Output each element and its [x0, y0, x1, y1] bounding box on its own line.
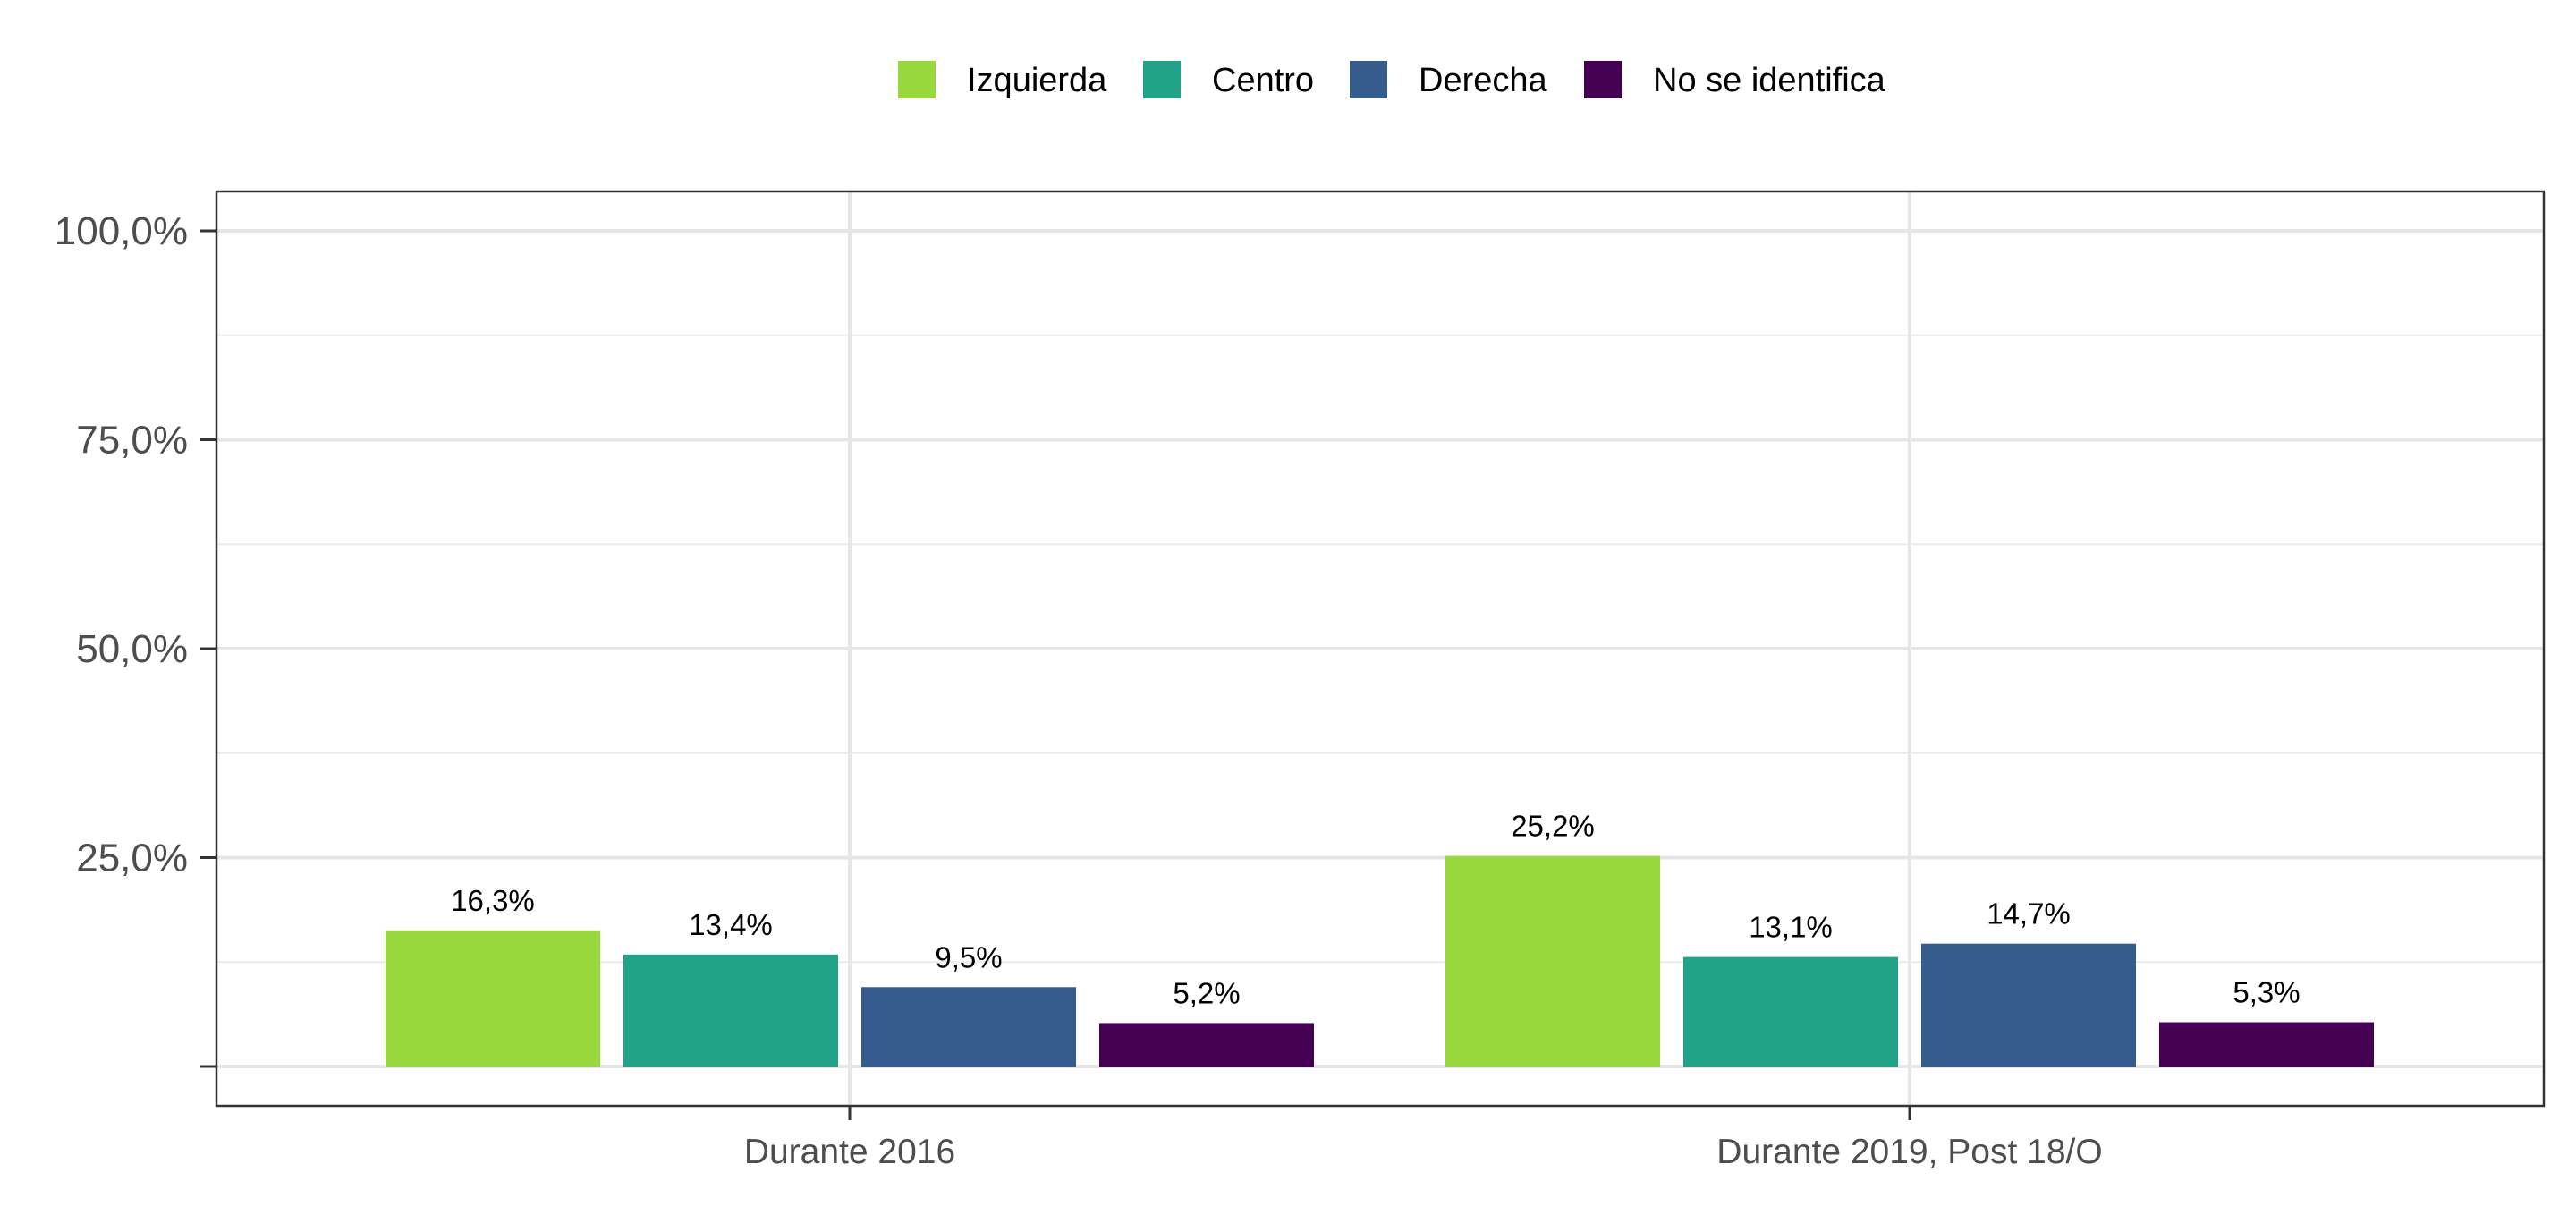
y-tick-label: 100,0% — [55, 209, 188, 253]
bar — [1445, 855, 1660, 1067]
legend-label: No se identifica — [1653, 62, 1886, 99]
legend-label: Derecha — [1419, 62, 1547, 99]
data-label: 13,4% — [689, 908, 773, 941]
data-label: 5,3% — [2233, 975, 2300, 1008]
legend-swatch — [1584, 61, 1622, 98]
legend-swatch — [898, 61, 936, 98]
legend-swatch — [1350, 61, 1387, 98]
x-tick-label: Durante 2016 — [744, 1133, 955, 1171]
x-tick-label: Durante 2019, Post 18/O — [1716, 1133, 2102, 1171]
bar — [1921, 943, 2136, 1067]
grid — [216, 191, 2544, 1106]
y-tick-label: 25,0% — [76, 837, 188, 880]
data-label: 14,7% — [1987, 897, 2071, 931]
y-tick-label: 50,0% — [76, 627, 188, 671]
legend-label: Centro — [1212, 62, 1314, 99]
legend-swatch — [1143, 61, 1181, 98]
bar — [2159, 1022, 2374, 1067]
bar — [1683, 956, 1898, 1067]
legend: Izquierda Centro Derecha No se identifica — [898, 61, 1886, 99]
legend-label: Izquierda — [967, 62, 1107, 99]
bars — [386, 855, 2374, 1067]
data-label: 25,2% — [1511, 810, 1595, 843]
data-label: 9,5% — [935, 940, 1002, 973]
bar — [1099, 1023, 1314, 1067]
data-label: 5,2% — [1173, 976, 1240, 1009]
bar — [861, 987, 1076, 1067]
axes: 25,0% 50,0% 75,0% 100,0% Durante 2016 Durante… — [55, 209, 2103, 1171]
data-label: 13,1% — [1749, 911, 1833, 944]
bar — [386, 930, 600, 1067]
data-labels: 16,3% 25,2% 13,4% 13,1% 9,5% 14,7% 5,2% 5,3% — [451, 810, 2300, 1010]
y-tick-label: 75,0% — [76, 419, 188, 463]
data-label: 16,3% — [451, 884, 535, 917]
bar — [623, 954, 838, 1067]
